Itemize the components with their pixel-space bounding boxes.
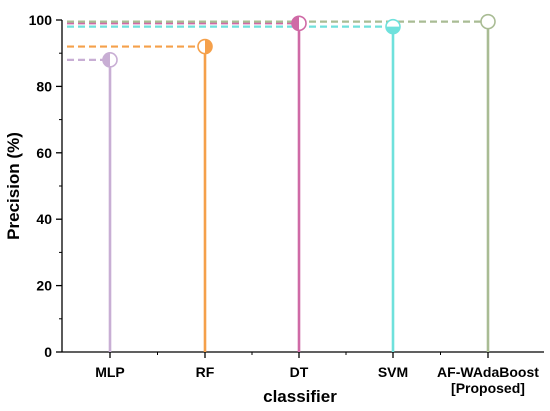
- marker-fill: [205, 39, 212, 54]
- y-tick-label: 0: [44, 344, 52, 360]
- reference-lines: [67, 20, 481, 61]
- x-tick-label: SVM: [378, 364, 408, 380]
- marker: [102, 52, 118, 68]
- x-tick-label: MLP: [95, 364, 125, 380]
- x-tick-label: DT: [290, 364, 309, 380]
- marker: [385, 18, 401, 35]
- stems: [108, 28, 490, 352]
- y-tick-label: 40: [36, 211, 52, 227]
- plot-area: [61, 20, 544, 353]
- x-tick-label: RF: [196, 364, 215, 380]
- y-tick-label: 60: [36, 145, 52, 161]
- y-tick-label: 80: [36, 78, 52, 94]
- marker-circle: [480, 13, 496, 30]
- markers: [102, 13, 496, 68]
- marker-fill: [103, 52, 110, 67]
- y-tick-label: 20: [36, 278, 52, 294]
- x-axis-title: classifier: [263, 387, 337, 406]
- marker-fill: [292, 16, 299, 31]
- marker: [197, 38, 213, 55]
- x-ticks: MLP RF DT SVM AF-WAdaBoost[Proposed]: [95, 352, 539, 396]
- marker: [291, 15, 307, 32]
- x-tick-label: AF-WAdaBoost: [437, 364, 539, 380]
- y-tick-label: 100: [29, 12, 53, 28]
- y-axis-title: Precision (%): [4, 132, 23, 240]
- marker-fill: [386, 26, 400, 34]
- y-ticks: 0 20 40 60 80 100: [29, 12, 62, 360]
- x-tick-label: [Proposed]: [451, 380, 525, 396]
- marker: [480, 13, 496, 30]
